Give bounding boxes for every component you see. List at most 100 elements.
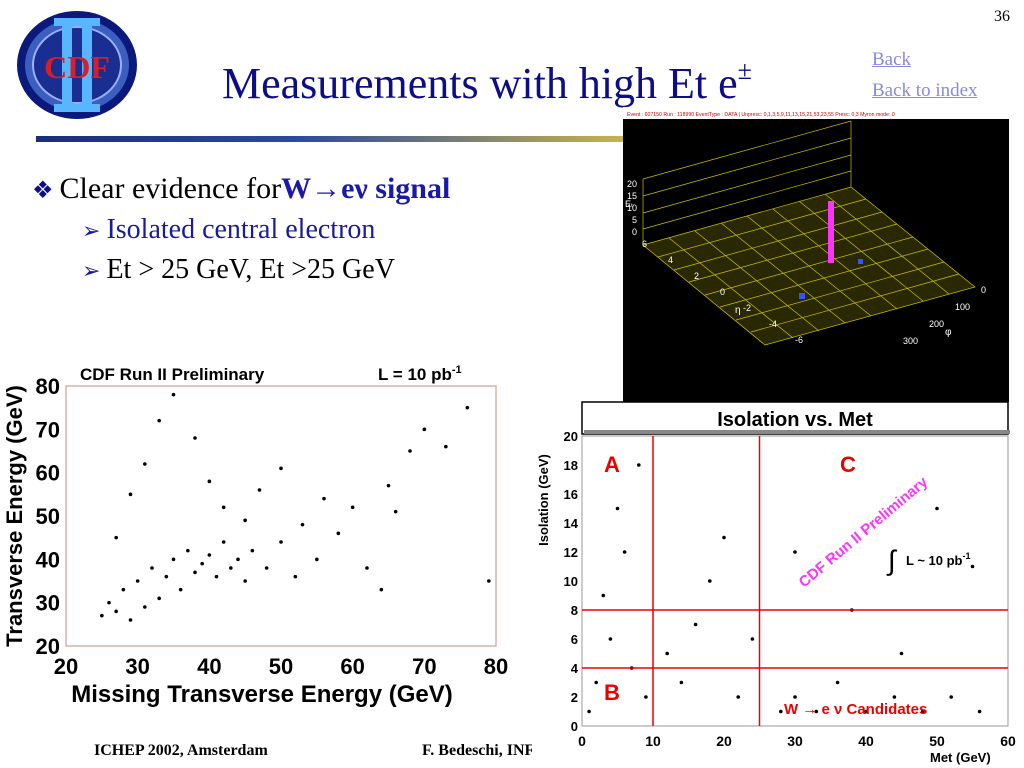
chart1-point <box>221 540 226 544</box>
bullet-sub-isolated-text: Isolated central electron <box>106 214 376 245</box>
chart1-point <box>315 557 319 562</box>
phi-tick: 0 <box>981 285 986 295</box>
chart2-point <box>644 695 648 699</box>
chart1-y-tick: 30 <box>36 591 60 616</box>
chart1-point <box>293 574 298 579</box>
bullet-main: ❖ Clear evidence for W → eν signal <box>32 172 450 206</box>
title-superscript: ± <box>737 56 752 85</box>
navigation-links: Back Back to index <box>872 44 978 106</box>
z-tick: 10 <box>627 203 637 213</box>
z-axis-label: Eₜ <box>625 199 634 209</box>
chart1-point <box>300 522 305 527</box>
chart2-point <box>693 622 698 627</box>
chart1-x-tick: 80 <box>484 654 508 679</box>
page-number: 36 <box>994 8 1010 25</box>
chart2-y-tick: 0 <box>571 719 578 734</box>
eta-tick: 6 <box>642 239 647 249</box>
chart2-point <box>921 709 925 714</box>
phi-tick: 100 <box>955 302 970 312</box>
chart1-x-tick: 30 <box>125 654 149 679</box>
chart2-point <box>587 709 591 714</box>
chart1-point <box>100 613 104 618</box>
eta-axis-ticks: 6 4 2 0 -2 -4 -6 <box>642 239 803 345</box>
title-divider <box>36 136 624 142</box>
chart1-point <box>186 548 190 553</box>
chart1-x-tick: 60 <box>340 654 364 679</box>
chart2-cut-lines <box>582 436 1008 726</box>
chart2-point <box>779 709 783 714</box>
footer-author: F. Bedeschi, INFN <box>422 742 532 759</box>
chart2-x-tick: 10 <box>645 733 661 749</box>
chart1-point <box>422 427 427 432</box>
chart2-y-tick: 18 <box>564 458 578 473</box>
chart1-x-tick: 70 <box>412 654 436 679</box>
region-b-label: B <box>604 680 620 705</box>
chart1-point <box>121 587 126 592</box>
chart1-y-tick: 60 <box>36 461 60 486</box>
chart1-point <box>135 579 140 583</box>
chart1-point <box>279 540 283 544</box>
arrow-bullet-icon: ➢ <box>82 258 101 283</box>
chart1-x-tick: 40 <box>197 654 221 679</box>
logo-text: CDF <box>44 49 110 85</box>
met-tower-a <box>858 259 863 264</box>
eta-tick: -4 <box>769 319 777 329</box>
back-to-index-link[interactable]: Back to index <box>872 80 978 101</box>
chart1-luminosity: L = 10 pb-1 <box>378 364 462 384</box>
chart1-point <box>386 483 391 488</box>
z-tick: 5 <box>632 215 637 225</box>
chart1-y-label: Transverse Energy (GeV) <box>2 385 27 647</box>
chart2-point <box>608 637 613 641</box>
chart1-point <box>229 566 233 570</box>
chart1-point <box>250 548 255 553</box>
chart1-y-ticks: 20 30 40 50 60 70 80 <box>36 374 60 659</box>
chart1-point <box>279 466 283 471</box>
chart2-x-tick: 60 <box>1000 733 1016 749</box>
chart1-point <box>322 496 326 501</box>
eta-tick: -2 <box>743 303 751 313</box>
chart2-y-tick: 4 <box>571 661 579 676</box>
region-a-label: A <box>604 452 620 477</box>
isolation-vs-met-chart: Isolation vs. Met 0 2 4 6 8 10 12 14 16 18 20 0 10 2… <box>536 401 1016 765</box>
met-tower-b <box>799 293 805 299</box>
chart1-point <box>157 596 161 601</box>
event-header: Event : 607150 Run : 118990 EventType : … <box>627 112 895 118</box>
chart2-y-tick: 10 <box>564 574 578 589</box>
chart2-x-tick: 20 <box>716 733 732 749</box>
chart2-point <box>864 709 868 714</box>
region-c-label: C <box>840 452 856 477</box>
chart1-point <box>365 566 369 570</box>
chart1-y-tick: 40 <box>36 547 60 572</box>
chart2-point <box>594 680 598 685</box>
chart1-point <box>465 405 470 410</box>
chart1-point <box>157 418 161 423</box>
chart1-point <box>207 553 212 557</box>
chart1-point <box>236 557 240 562</box>
chart1-point <box>257 488 262 492</box>
phi-axis-ticks: 0 100 200 300 <box>903 285 986 346</box>
chart2-y-tick: 20 <box>564 429 578 444</box>
bullet-main-prefix: Clear evidence for <box>59 172 282 205</box>
chart1-point <box>393 509 398 514</box>
chart2-x-tick: 30 <box>787 733 803 749</box>
chart1-point <box>128 618 133 622</box>
chart1-point <box>487 579 491 583</box>
chart2-point <box>708 579 712 583</box>
z-tick: 15 <box>627 191 637 201</box>
phi-tick: 200 <box>929 319 944 329</box>
chart2-point <box>899 651 904 656</box>
chart1-point <box>143 605 147 609</box>
chart2-point <box>793 550 797 554</box>
chart1-point <box>171 392 176 397</box>
back-link[interactable]: Back <box>872 49 912 70</box>
chart2-x-tick: 0 <box>578 733 586 749</box>
chart1-point <box>408 449 412 453</box>
integral-symbol: ∫ <box>886 545 898 576</box>
z-axis-ticks: 20 15 10 5 0 <box>627 179 637 237</box>
chart1-x-tick: 50 <box>269 654 293 679</box>
bullet-main-arrow: → <box>311 172 342 205</box>
chart1-title: CDF Run II Preliminary <box>80 365 265 384</box>
chart1-point <box>143 462 147 466</box>
phi-axis-label: φ <box>945 327 952 338</box>
chart2-point <box>814 709 819 714</box>
